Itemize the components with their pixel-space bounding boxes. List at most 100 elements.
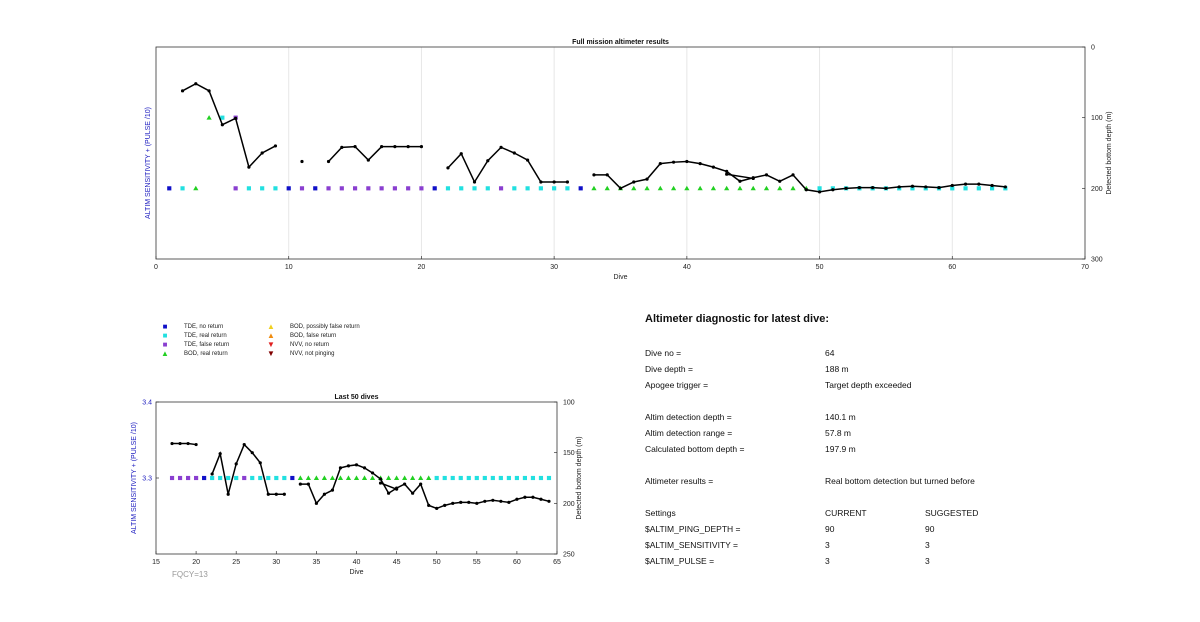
marker-bod-real-return [710, 185, 716, 191]
y2-tick-label: 100 [1091, 115, 1103, 122]
apogee-label: Apogee trigger = [645, 380, 709, 390]
x-tick-label: 10 [285, 264, 293, 271]
bottom-depth-point [406, 145, 410, 149]
bottom-depth-point [242, 442, 246, 447]
bottom-depth-point [831, 188, 835, 192]
marker-bod-real-return [361, 475, 368, 480]
bottom-depth-point [1003, 185, 1007, 189]
marker-bod-real-return [790, 185, 796, 191]
bottom-depth-point [910, 184, 915, 188]
bottom-depth-line [726, 173, 754, 180]
bottom-depth-point [338, 466, 343, 470]
altim-det-range-value: 57.8 m [825, 428, 851, 438]
y2-tick-label: 100 [563, 400, 575, 407]
bottom-depth-point [380, 145, 384, 149]
marker-tde-real-return [226, 475, 231, 481]
x-tick-label: 60 [513, 559, 521, 566]
marker-bod-real-return [345, 475, 352, 480]
marker-bod-real-return [737, 185, 743, 191]
bottom-depth-point [531, 495, 535, 499]
marker-tde-false-return [299, 186, 305, 191]
bottom-depth-point [467, 500, 471, 504]
marker-bod-real-return [394, 475, 400, 480]
marker-tde-false-return [194, 475, 199, 481]
diag-row-altim-det-depth: Altim detection depth = 140.1 m [645, 412, 1065, 424]
dive-no-label: Dive no = [645, 348, 682, 358]
bottom-depth-point [260, 151, 264, 155]
bottom-depth-point [282, 492, 286, 496]
bottom-depth-point [395, 487, 399, 491]
bottom-depth-point [353, 145, 357, 149]
marker-tde-false-return [233, 186, 238, 191]
results-value: Real bottom detection but turned before [825, 476, 975, 486]
bottom-depth-point [306, 482, 310, 486]
marker-bod-real-return [763, 185, 770, 191]
bottom-depth-point [738, 179, 742, 183]
bottom-depth-point [234, 116, 238, 120]
bottom-depth-point [378, 477, 383, 481]
bottom-depth-point [539, 497, 543, 501]
bottom-depth-point [725, 169, 729, 173]
altim-det-range-label: Altim detection range = [645, 428, 733, 438]
bottom-depth-point [258, 461, 262, 465]
marker-bod-real-return [724, 185, 730, 191]
marker-tde-real-return [266, 475, 271, 481]
bottom-depth-point [210, 472, 214, 476]
bottom-depth-point [711, 165, 716, 169]
marker-tde-real-return [246, 186, 251, 191]
marker-tde-real-return [538, 475, 544, 481]
marker-tde-real-return [250, 475, 255, 481]
bottom-depth-point [844, 186, 848, 190]
bottom-depth-point [194, 442, 198, 447]
ping-depth-current: 90 [825, 524, 835, 534]
marker-tde-real-return [963, 186, 968, 191]
y2-axis-label: Detected bottom depth (m) [576, 436, 583, 519]
x-tick-label: 30 [272, 559, 280, 566]
bottom-depth-point [804, 188, 808, 192]
pulse-current: 3 [825, 556, 830, 566]
bottom-depth-point [354, 463, 359, 467]
bottom-depth-point [298, 482, 302, 486]
bottom-depth-point [207, 89, 211, 93]
x-tick-label: 20 [418, 264, 426, 271]
bottom-depth-point [950, 183, 954, 188]
bottom-depth-point [499, 499, 503, 503]
y2-tick-label: 0 [1091, 45, 1095, 52]
bottom-depth-point [218, 452, 222, 456]
marker-tde-false-return [392, 186, 397, 191]
bottom-depth-point [552, 180, 556, 184]
marker-tde-real-return [976, 186, 981, 191]
bottom-depth-line [593, 160, 1006, 193]
y-axis-label: ALTIM SENSITIVITY + (PULSE /10) [131, 422, 138, 534]
bottom-depth-point [234, 462, 238, 466]
diag-row-results: Altimeter results = Real bottom detectio… [645, 476, 1065, 488]
bottom-depth-point [658, 162, 662, 166]
diag-row-apogee: Apogee trigger = Target depth exceeded [645, 380, 1065, 392]
bottom-depth-line [447, 146, 568, 184]
y2-axis-label: Detected bottom depth (m) [1106, 111, 1113, 194]
marker-tde-real-return [442, 475, 447, 481]
diag-row-calc-bottom: Calculated bottom depth = 197.9 m [645, 444, 1065, 456]
marker-tde-real-return [434, 475, 439, 481]
altim-det-depth-label: Altim detection depth = [645, 412, 732, 422]
marker-tde-real-return [180, 186, 185, 191]
y-tick-label: 3.4 [142, 400, 152, 407]
bottom-depth-point [491, 498, 495, 502]
bottom-depth-point [300, 159, 304, 164]
x-tick-label: 50 [816, 264, 824, 271]
y2-tick-label: 300 [1091, 257, 1103, 264]
marker-tde-real-return [274, 475, 279, 481]
bottom-depth-point [539, 180, 543, 184]
marker-tde-real-return [530, 475, 536, 481]
bottom-depth-point [472, 180, 477, 184]
marker-bod-real-return [206, 115, 212, 120]
bottom-depth-point [645, 177, 649, 181]
marker-tde-real-return [445, 186, 451, 191]
bottom-depth-point [443, 503, 447, 507]
bottom-depth-point [186, 441, 190, 446]
marker-bod-real-return [418, 475, 424, 480]
bottom-depth-point [419, 482, 423, 486]
marker-tde-real-return [525, 186, 530, 191]
marker-tde-real-return [260, 186, 265, 191]
marker-bod-real-return [591, 185, 597, 191]
